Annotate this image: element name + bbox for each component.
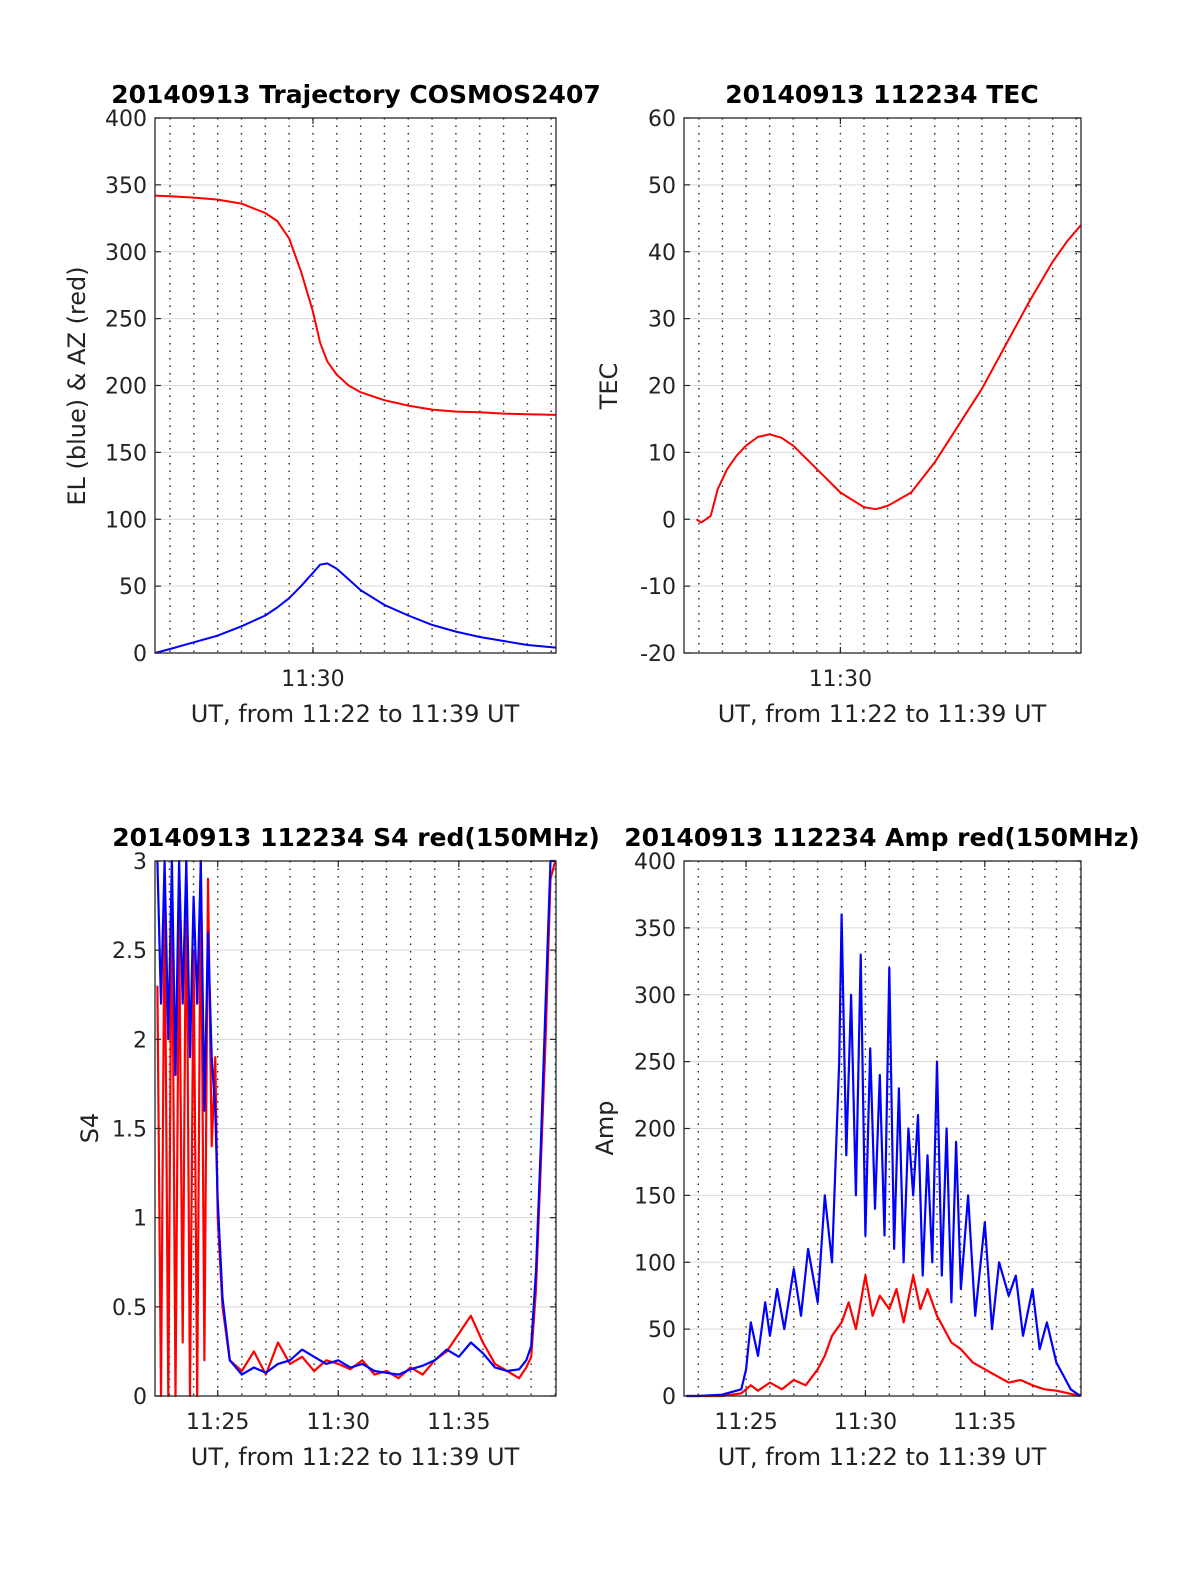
trajectory-y-label: EL (blue) & AZ (red) [63, 266, 91, 505]
amp-y-tick-label: 0 [662, 1385, 676, 1410]
s4-series-red-line [156, 859, 557, 1398]
s4-y-tick-label: 0 [133, 1385, 147, 1410]
amp-x-tick-label: 11:30 [834, 1410, 897, 1435]
traj-y-tick-label: 100 [105, 508, 147, 533]
s4-title: 20140913 112234 S4 red(150MHz) [112, 823, 600, 852]
amp-y-tick-label: 250 [634, 1051, 676, 1076]
amp-x-tick-label: 11:25 [714, 1410, 777, 1435]
tec-title: 20140913 112234 TEC [725, 80, 1038, 109]
amp-y-label: Amp [591, 1100, 619, 1155]
amp-y-tick-label: 100 [634, 1251, 676, 1276]
s4-y-tick-label: 2 [133, 1028, 147, 1053]
amp-series-red-line [686, 1274, 1081, 1398]
tec-y-tick-label: 40 [648, 241, 676, 266]
traj-y-tick-label: 250 [105, 308, 147, 333]
amp-x-tick-label: 11:35 [953, 1410, 1016, 1435]
traj-y-tick-label: 50 [119, 575, 147, 600]
s4-x-label: UT, from 11:22 to 11:39 UT [191, 1443, 520, 1471]
tec-x-tick-label: 11:30 [809, 667, 872, 692]
traj-series-red-line [154, 194, 557, 416]
amp-panel: 20140913 112234 Amp red(150MHz) UT, from… [591, 823, 1140, 1471]
amp-y-tick-label: 150 [634, 1184, 676, 1209]
traj-y-tick-label: 350 [105, 174, 147, 199]
traj-y-tick-label: 400 [105, 107, 147, 132]
amp-series-blue-line [686, 913, 1081, 1398]
tec-panel: 20140913 112234 TEC UT, from 11:22 to 11… [595, 80, 1082, 728]
traj-y-tick-label: 0 [133, 642, 147, 667]
s4-panel: 20140913 112234 S4 red(150MHz) UT, from … [76, 823, 600, 1471]
tec-y-tick-label: 20 [648, 375, 676, 400]
amp-x-label: UT, from 11:22 to 11:39 UT [718, 1443, 1047, 1471]
s4-y-tick-label: 3 [133, 850, 147, 875]
s4-series-blue-line [156, 859, 556, 1376]
traj-series-blue-line [154, 562, 557, 654]
traj-y-tick-label: 300 [105, 241, 147, 266]
amp-y-tick-label: 350 [634, 917, 676, 942]
amp-title: 20140913 112234 Amp red(150MHz) [624, 823, 1140, 852]
s4-x-tick-label: 11:30 [307, 1410, 370, 1435]
amp-y-tick-label: 200 [634, 1118, 676, 1143]
traj-y-tick-label: 200 [105, 375, 147, 400]
trajectory-x-label: UT, from 11:22 to 11:39 UT [191, 700, 520, 728]
traj-x-tick-label: 11:30 [281, 667, 344, 692]
tec-x-label: UT, from 11:22 to 11:39 UT [718, 700, 1047, 728]
traj-y-tick-label: 150 [105, 441, 147, 466]
amp-y-tick-label: 400 [634, 850, 676, 875]
tec-series-red-line [695, 224, 1082, 524]
trajectory-panel: 20140913 Trajectory COSMOS2407 UT, from … [63, 80, 601, 728]
tec-y-tick-label: 50 [648, 174, 676, 199]
tec-y-tick-label: -10 [640, 575, 676, 600]
s4-y-tick-label: 0.5 [112, 1296, 147, 1321]
amp-y-tick-label: 300 [634, 984, 676, 1009]
trajectory-title: 20140913 Trajectory COSMOS2407 [111, 80, 601, 109]
tec-y-tick-label: 10 [648, 441, 676, 466]
tec-y-tick-label: 60 [648, 107, 676, 132]
s4-x-tick-label: 11:35 [427, 1410, 490, 1435]
tec-y-label: TEC [595, 363, 623, 411]
tec-y-tick-label: 0 [662, 508, 676, 533]
s4-y-label: S4 [76, 1113, 104, 1144]
s4-y-tick-label: 1.5 [112, 1118, 147, 1143]
s4-x-tick-label: 11:25 [186, 1410, 249, 1435]
tec-y-tick-label: 30 [648, 308, 676, 333]
tec-y-tick-label: -20 [640, 642, 676, 667]
amp-y-tick-label: 50 [648, 1318, 676, 1343]
s4-y-tick-label: 2.5 [112, 939, 147, 964]
s4-y-tick-label: 1 [133, 1207, 147, 1232]
